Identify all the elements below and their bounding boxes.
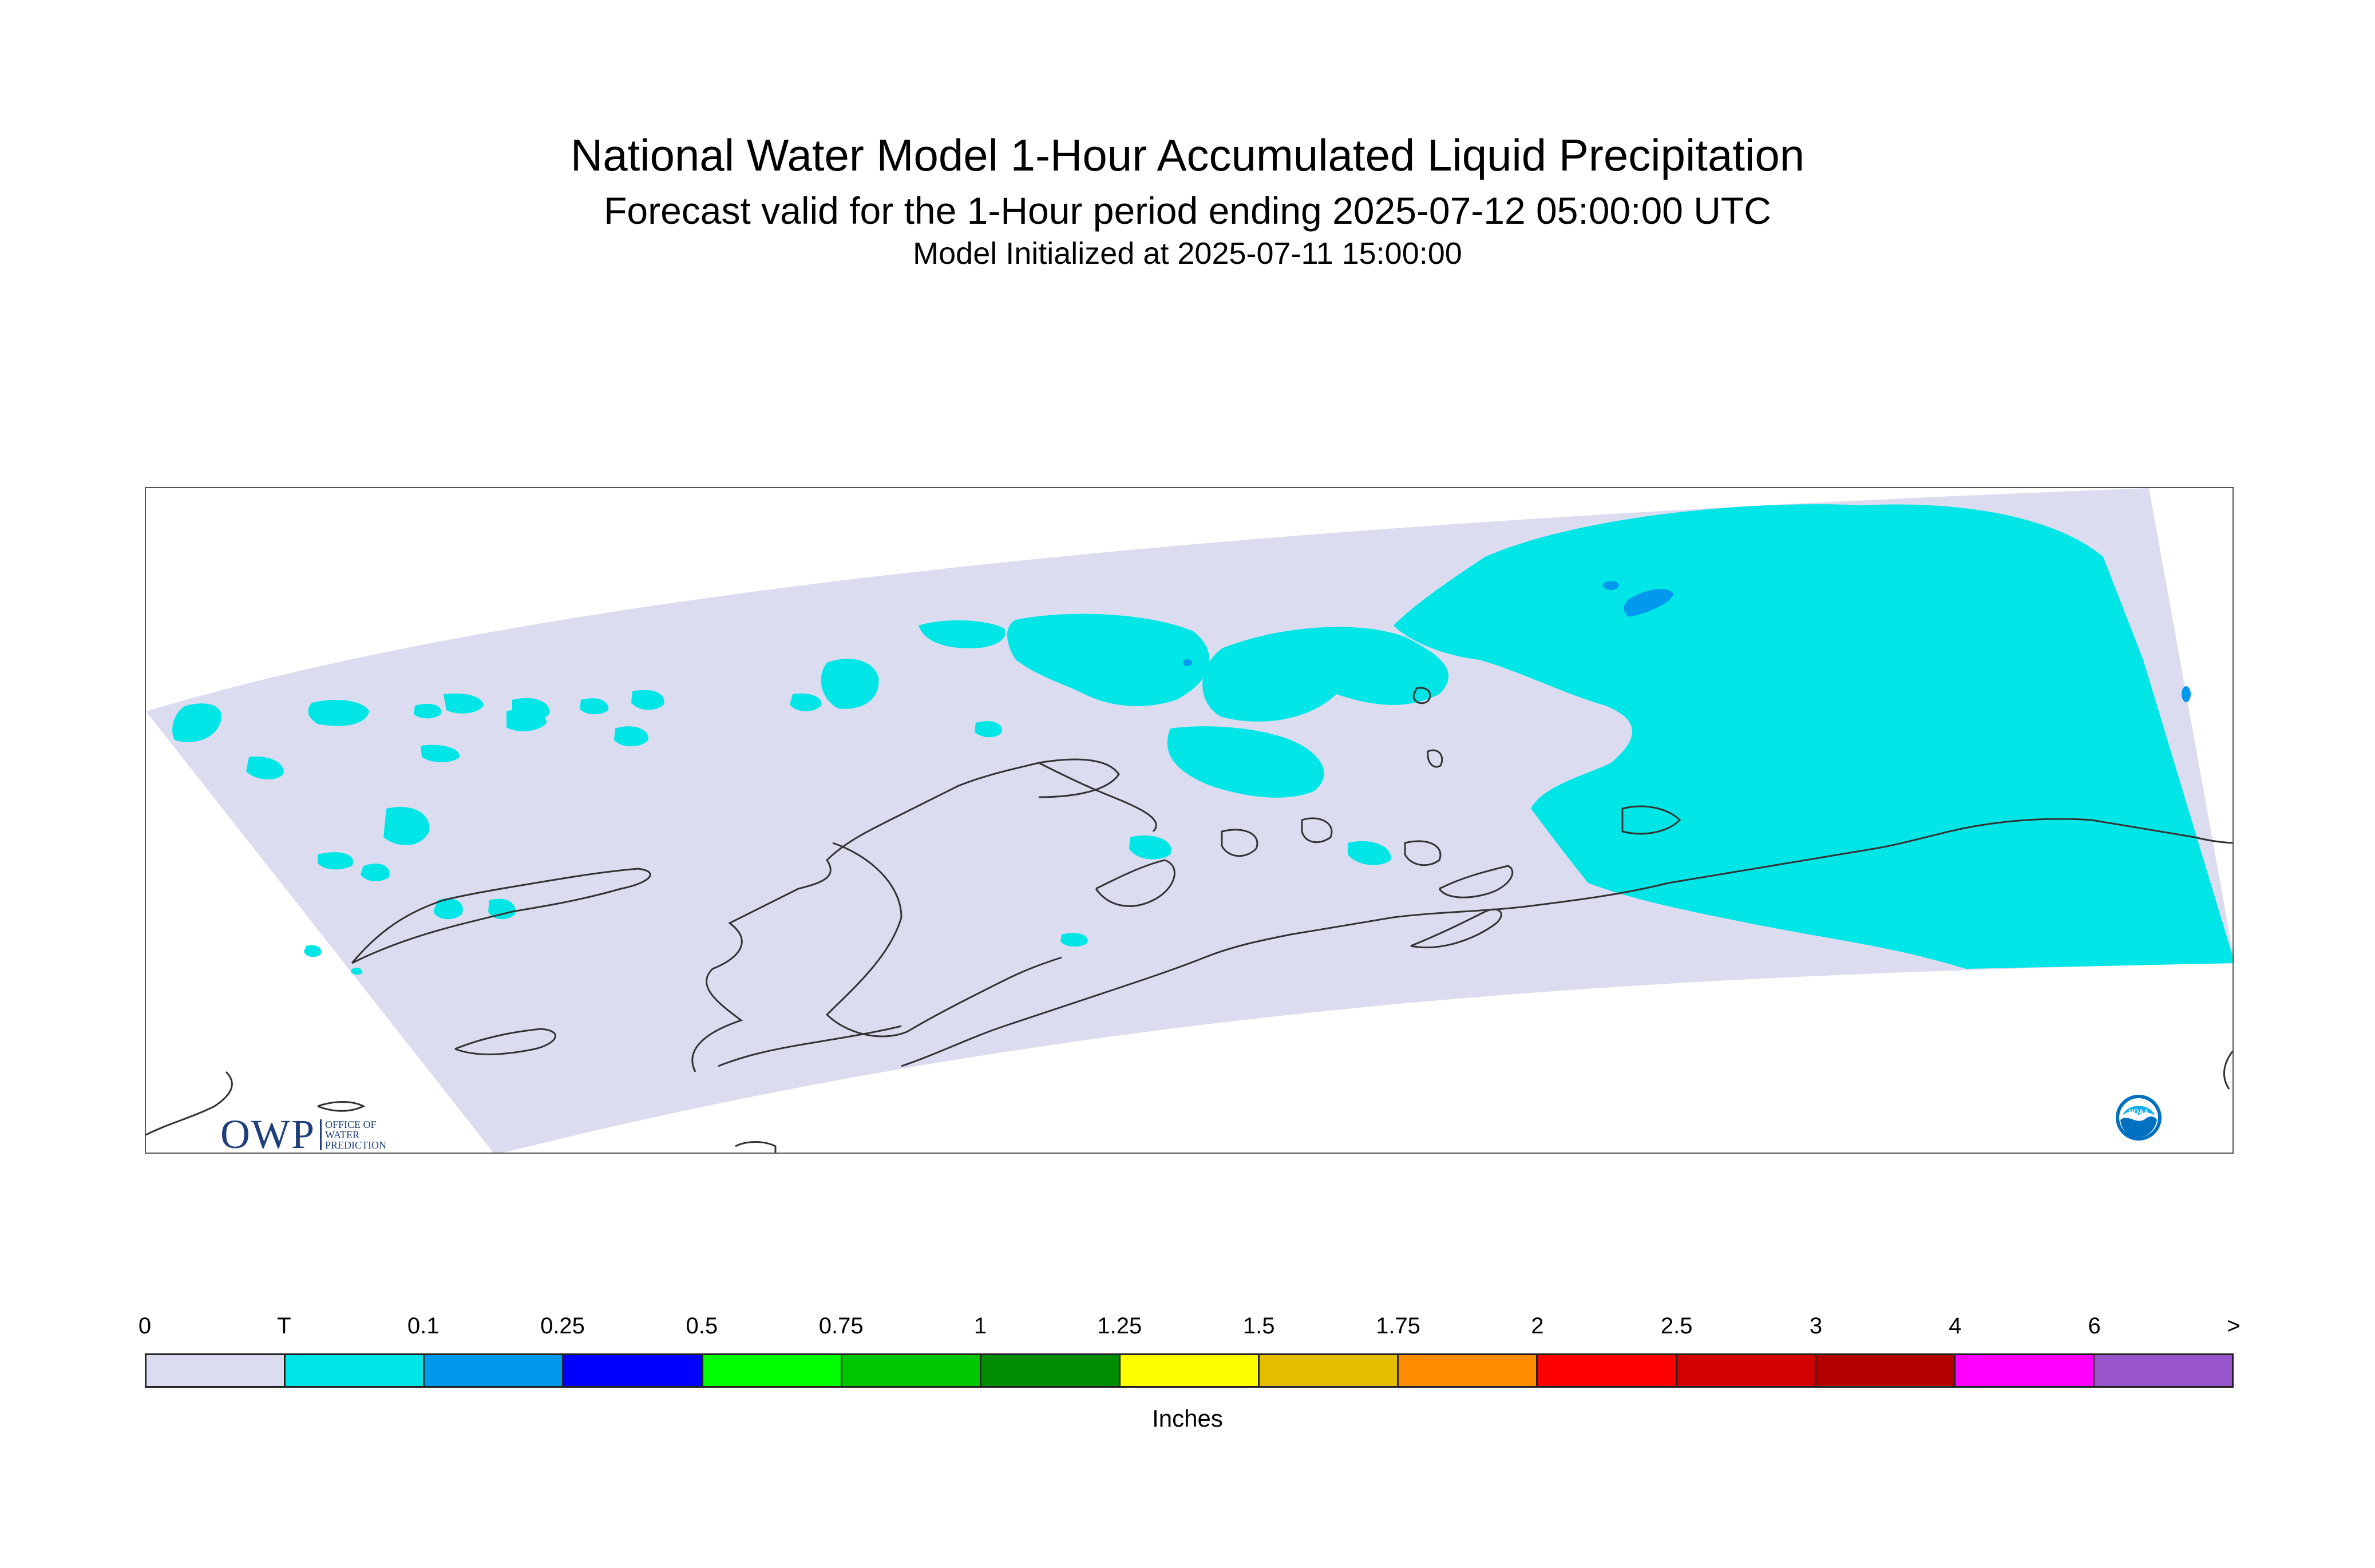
legend-label: 2 <box>1531 1313 1544 1339</box>
coastline-outlines <box>146 687 2232 1153</box>
legend-label: 1.25 <box>1097 1313 1142 1339</box>
legend-label: 0 <box>138 1313 152 1339</box>
light-precipitation-areas <box>1183 581 2191 702</box>
legend-label: 1.75 <box>1376 1313 1420 1339</box>
legend-label: 2.5 <box>1660 1313 1693 1339</box>
legend-color-box <box>1955 1355 2095 1386</box>
legend-color-box <box>842 1355 981 1386</box>
map-subtitle-init-time: Model Initialized at 2025-07-11 15:00:00 <box>913 236 1462 271</box>
legend-label: 0.1 <box>407 1313 440 1339</box>
precipitation-legend-bar <box>145 1353 2234 1388</box>
legend-label: 0.25 <box>540 1313 585 1339</box>
legend-label: > <box>2227 1313 2241 1339</box>
map-panel: OWP OFFICE OF WATER PREDICTION NOAA <box>145 487 2234 1154</box>
legend-label: 4 <box>1949 1313 1962 1339</box>
precipitation-map <box>146 488 2232 1153</box>
owp-logo-line: PREDICTION <box>325 1139 386 1151</box>
legend-color-box <box>147 1355 286 1386</box>
legend-label: 3 <box>1809 1313 1823 1339</box>
legend-color-box <box>564 1355 703 1386</box>
owp-logo-text: OFFICE OF WATER PREDICTION <box>320 1119 386 1150</box>
legend-color-box <box>1120 1355 1260 1386</box>
legend-label: 0.5 <box>686 1313 718 1339</box>
legend-color-box <box>1816 1355 1956 1386</box>
legend-color-box <box>1677 1355 1816 1386</box>
legend-color-box <box>1399 1355 1538 1386</box>
legend-units: Inches <box>1152 1405 1223 1432</box>
legend-color-box <box>286 1355 425 1386</box>
legend-color-box <box>1538 1355 1677 1386</box>
legend-label: T <box>277 1313 291 1339</box>
legend-color-box <box>981 1355 1121 1386</box>
legend-color-box <box>1260 1355 1399 1386</box>
legend-labels: 0 T 0.1 0.25 0.5 0.75 1 1.25 1.5 1.75 2 2.5 3 4 6 > <box>138 1313 2241 1348</box>
owp-logo: OWP OFFICE OF WATER PREDICTION <box>220 1111 386 1154</box>
legend-color-box <box>703 1355 842 1386</box>
owp-logo-line: WATER <box>325 1129 359 1141</box>
owp-logo-mark: OWP <box>220 1111 315 1154</box>
map-title: National Water Model 1-Hour Accumulated … <box>570 130 1805 180</box>
legend-label: 1.5 <box>1242 1313 1275 1339</box>
map-subtitle-valid-period: Forecast valid for the 1-Hour period end… <box>604 189 1771 232</box>
legend-color-box <box>2094 1355 2232 1386</box>
trace-precipitation-areas <box>172 504 2232 975</box>
noaa-logo-text: NOAA <box>2128 1108 2149 1116</box>
legend-color-box <box>425 1355 564 1386</box>
legend-label: 6 <box>2088 1313 2101 1339</box>
legend-label: 1 <box>973 1313 987 1339</box>
noaa-logo: NOAA <box>2116 1095 2162 1141</box>
legend-label: 0.75 <box>818 1313 864 1339</box>
owp-logo-line: OFFICE OF <box>325 1118 377 1130</box>
